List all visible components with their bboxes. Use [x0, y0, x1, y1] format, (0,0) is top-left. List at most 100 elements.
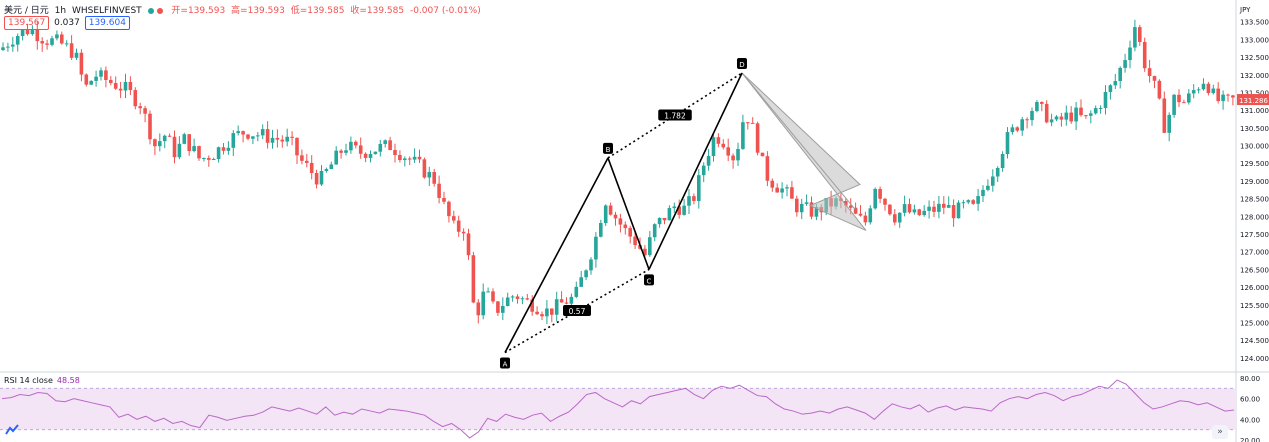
candle-body — [15, 35, 20, 45]
rsi-band — [0, 388, 1236, 430]
candle-body — [564, 302, 569, 304]
candle-body — [780, 188, 784, 193]
candle-body — [309, 162, 314, 174]
rsi-tick-label: 40.00 — [1240, 416, 1260, 424]
candle-body — [814, 207, 819, 217]
quote-boxes: 139.567 0.037 139.604 — [4, 16, 132, 30]
candle-body — [172, 136, 177, 158]
pattern-point-bg — [737, 58, 747, 69]
candle-body — [873, 188, 877, 209]
candle-body — [971, 200, 975, 204]
pattern-point-label: B — [606, 146, 611, 154]
candle-body — [976, 196, 980, 204]
candle-body — [1138, 27, 1142, 42]
candlestick-series — [1, 19, 1235, 325]
spread-value: 0.037 — [54, 18, 80, 28]
price-tick-label: 125.000 — [1240, 319, 1269, 327]
candle-body — [731, 155, 735, 161]
candle-body — [736, 148, 740, 161]
candle-body — [613, 214, 618, 219]
interval-label[interactable]: 1h — [54, 6, 67, 16]
candle-body — [118, 88, 123, 91]
candle-body — [765, 156, 770, 181]
candle-body — [907, 204, 912, 213]
tradingview-logo-icon[interactable] — [5, 424, 19, 436]
candle-body — [442, 197, 446, 202]
candle-body — [755, 123, 760, 153]
candle-body — [1216, 88, 1220, 102]
candle-body — [1133, 27, 1137, 48]
candle-body — [986, 185, 990, 190]
candle-body — [427, 171, 432, 178]
candle-body — [848, 205, 853, 208]
candle-body — [893, 214, 897, 223]
candle-body — [1201, 83, 1206, 90]
bid-price-button[interactable]: 139.567 — [4, 16, 50, 30]
candle-body — [775, 187, 779, 193]
candle-body — [662, 217, 667, 221]
pattern-leg — [504, 157, 609, 353]
price-tick-label: 128.000 — [1240, 213, 1269, 221]
candle-body — [1187, 93, 1191, 103]
candle-body — [1206, 83, 1211, 94]
candle-body — [1172, 94, 1176, 115]
candle-body — [398, 155, 402, 161]
chart-header: 美元 / 日元 1h WHSELFINVEST 开=139.593 高=139.… — [4, 3, 484, 16]
candle-body — [1128, 47, 1132, 61]
candle-body — [692, 196, 696, 201]
ask-price-button[interactable]: 139.604 — [84, 16, 130, 30]
candle-body — [951, 205, 956, 219]
candle-body — [11, 44, 15, 47]
candle-body — [1040, 102, 1044, 104]
candle-body — [246, 134, 250, 139]
price-tick-label: 131.000 — [1240, 107, 1269, 115]
candle-body — [456, 220, 461, 232]
pattern-point-label: C — [647, 277, 652, 285]
candle-body — [883, 198, 887, 205]
candle-body — [260, 129, 265, 136]
candle-body — [1089, 113, 1093, 116]
candle-body — [697, 175, 701, 201]
candle-body — [956, 202, 961, 219]
candle-body — [515, 296, 520, 299]
candle-body — [545, 308, 549, 317]
candle-body — [995, 167, 1000, 177]
candle-body — [505, 297, 510, 307]
ratio-label: 1.782 — [664, 111, 686, 120]
scroll-to-realtime-button[interactable]: » — [1212, 425, 1228, 439]
candle-body — [1054, 116, 1059, 120]
price-axis[interactable]: 124.000 124.500 125.000 125.500 126.000 126.5… — [1237, 6, 1269, 363]
last-price-tag — [1237, 94, 1269, 106]
candle-body — [20, 29, 25, 36]
ohlc-close: 收=139.585 — [350, 6, 405, 16]
candle-body — [162, 135, 167, 142]
candle-body — [182, 134, 187, 144]
pattern-leg — [648, 72, 743, 270]
candle-body — [721, 143, 726, 148]
price-tick-label: 128.500 — [1240, 196, 1269, 204]
rsi-tick-label: 80.00 — [1240, 375, 1260, 383]
symbol-label[interactable]: 美元 / 日元 — [4, 6, 49, 16]
candle-body — [868, 208, 873, 223]
candle-body — [109, 79, 113, 84]
projection-shape — [741, 72, 867, 231]
candle-body — [35, 29, 40, 42]
candle-body — [388, 140, 392, 151]
candle-body — [45, 43, 49, 45]
candle-body — [123, 81, 128, 91]
candle-body — [300, 155, 304, 161]
harmonic-pattern[interactable]: 0.57 1.782 A B C D — [500, 58, 747, 369]
ohlc-low: 低=139.585 — [290, 6, 345, 16]
candle-body — [897, 212, 902, 223]
candle-body — [177, 143, 182, 158]
candle-body — [589, 259, 593, 271]
candle-body — [216, 147, 221, 160]
candle-body — [133, 90, 138, 107]
candle-body — [932, 206, 936, 212]
candle-body — [599, 222, 603, 237]
candle-body — [447, 201, 451, 217]
candle-body — [280, 139, 285, 142]
ratio-label: 0.57 — [569, 307, 586, 316]
